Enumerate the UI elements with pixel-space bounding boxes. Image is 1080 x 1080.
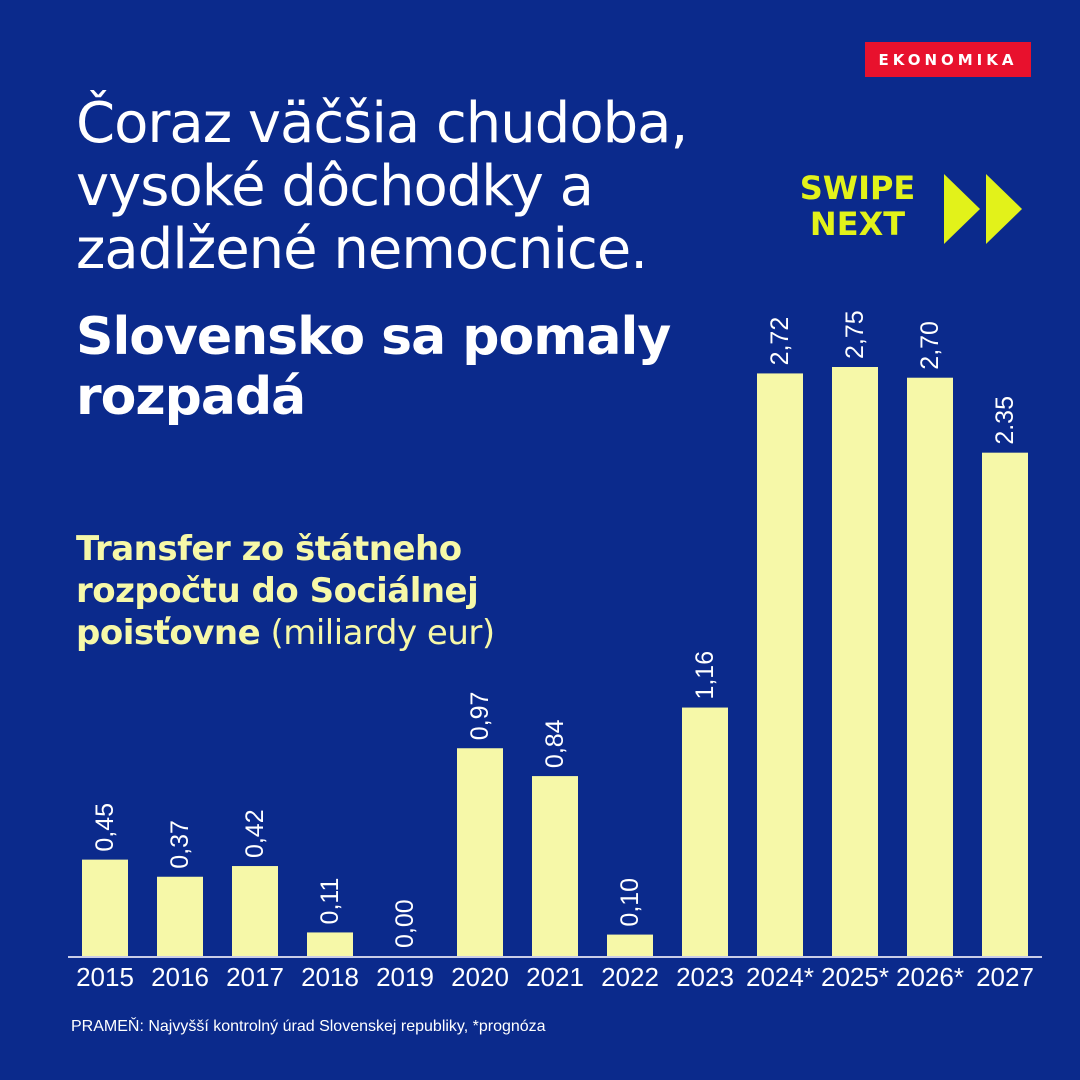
x-tick-label-2025: 2025* [821, 962, 889, 992]
source-note: PRAMEŇ: Najvyšší kontrolný úrad Slovensk… [71, 1018, 546, 1035]
subheadline: Slovensko sa pomaly rozpadá [76, 307, 776, 427]
x-tick-label-2018: 2018 [301, 962, 359, 992]
bar-2022 [607, 934, 653, 956]
headline-line-3: zadlžené nemocnice. [76, 217, 648, 282]
swipe-text-line-2: NEXT [809, 205, 906, 243]
bar-2021 [532, 776, 578, 956]
value-label-2021: 0,84 [541, 719, 569, 768]
x-tick-label-2024: 2024* [746, 962, 814, 992]
chart-title: Transfer zo štátneho rozpočtu do Sociáln… [76, 528, 556, 654]
swipe-next-button[interactable]: SWIPE NEXT [790, 170, 1030, 250]
bar-2016 [157, 876, 203, 956]
headline-line-2: vysoké dôchodky a [76, 154, 594, 219]
bar-2015 [82, 859, 128, 956]
headline-line-1: Čoraz väčšia chudoba, [76, 91, 688, 156]
brand-badge: EKONOMIKA [865, 42, 1031, 77]
x-tick-label-2019: 2019 [376, 962, 434, 992]
value-label-2026: 2,70 [916, 321, 944, 370]
subheadline-line-2: rozpadá [76, 367, 306, 427]
value-label-2023: 1,16 [691, 651, 719, 700]
value-label-2020: 0,97 [466, 692, 494, 741]
value-label-2017: 0,42 [241, 809, 269, 858]
value-label-2019: 0,00 [391, 899, 419, 948]
bar-2018 [307, 932, 353, 956]
headline: Čoraz väčšia chudoba, vysoké dôchodky a … [76, 92, 776, 281]
bar-2020 [457, 748, 503, 956]
chart-title-unit: (miliardy eur) [270, 613, 495, 653]
bar-2025 [832, 367, 878, 956]
subheadline-line-1: Slovensko sa pomaly [76, 307, 671, 367]
x-tick-label-2017: 2017 [226, 962, 284, 992]
x-tick-label-2027: 2027 [976, 962, 1034, 992]
bar-2026 [907, 377, 953, 956]
value-label-2025: 2,75 [841, 310, 869, 359]
value-label-2015: 0,45 [91, 803, 119, 852]
bar-2017 [232, 866, 278, 956]
double-chevron-right-icon [944, 174, 1022, 244]
value-label-2018: 0,11 [316, 878, 344, 925]
bar-2023 [682, 707, 728, 956]
bar-2024 [757, 373, 803, 957]
x-tick-label-2021: 2021 [526, 962, 584, 992]
chart-title-main: Transfer zo štátneho rozpočtu do Sociáln… [76, 529, 479, 653]
x-tick-label-2026: 2026* [896, 962, 964, 992]
bar-2027 [982, 452, 1028, 956]
swipe-text: SWIPE NEXT [790, 170, 925, 242]
x-tick-label-2022: 2022 [601, 962, 659, 992]
value-label-2024: 2,72 [766, 317, 794, 366]
value-label-2016: 0,37 [166, 820, 194, 869]
x-tick-label-2015: 2015 [76, 962, 134, 992]
swipe-text-line-1: SWIPE [799, 169, 916, 207]
x-tick-label-2016: 2016 [151, 962, 209, 992]
x-tick-label-2023: 2023 [676, 962, 734, 992]
value-label-2022: 0,10 [616, 878, 644, 927]
value-label-2027: 2.35 [991, 396, 1019, 445]
x-tick-label-2020: 2020 [451, 962, 509, 992]
